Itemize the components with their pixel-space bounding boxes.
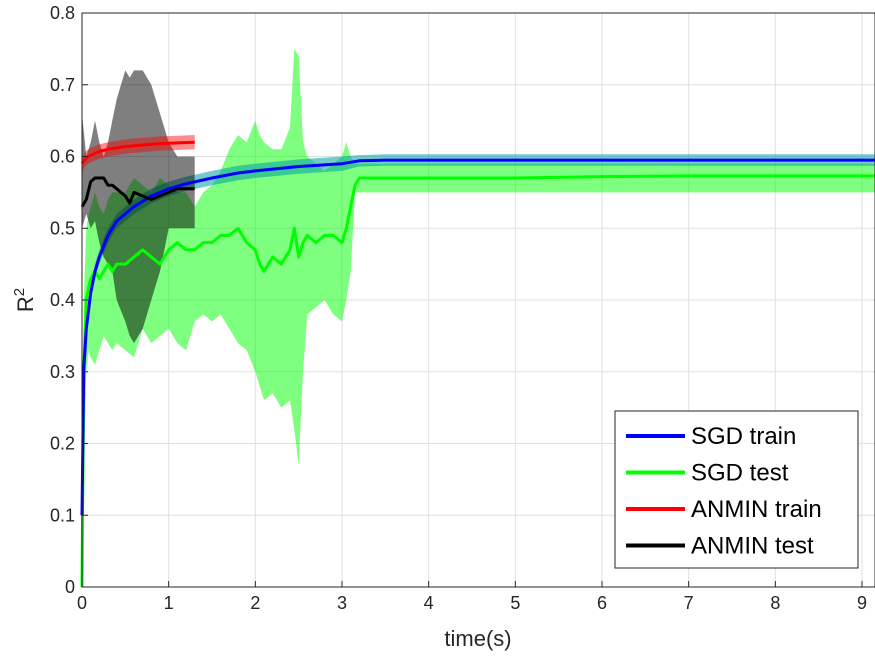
- axes: [81, 12, 875, 588]
- x-tick-label: 0: [77, 593, 87, 613]
- y-tick-label: 0.1: [50, 505, 75, 525]
- legend-label-sgd-train: SGD train: [691, 423, 796, 450]
- y-tick-label: 0.8: [50, 3, 75, 23]
- y-tick-label: 0.7: [50, 75, 75, 95]
- sgd-test-line: [80, 174, 875, 588]
- x-tick-label: 8: [770, 593, 780, 613]
- x-tick-label: 5: [510, 593, 520, 613]
- y-axis-label: R2: [11, 288, 38, 312]
- y-axis-label-superscript: 2: [11, 288, 28, 296]
- anmin-train-line: [80, 140, 195, 165]
- x-tick-label: 6: [597, 593, 607, 613]
- legend-label-sgd-test: SGD test: [691, 460, 789, 487]
- legend: SGD train SGD test ANMIN train ANMIN test: [614, 410, 859, 569]
- series-lines: [80, 140, 875, 588]
- sgd-train-line: [80, 158, 875, 516]
- legend-label-anmin-train: ANMIN train: [691, 496, 822, 523]
- x-tick-label: 7: [684, 593, 694, 613]
- x-tick-label: 1: [164, 593, 174, 613]
- y-tick-label: 0.5: [50, 218, 75, 238]
- y-tick-labels: 0 0.1 0.2 0.3 0.4 0.5 0.6 0.7 0.8: [50, 3, 75, 597]
- x-tick-label: 4: [424, 593, 434, 613]
- anmin-test-band: [82, 70, 195, 344]
- y-tick-label: 0.4: [50, 290, 75, 310]
- x-axis-label: time(s): [444, 626, 511, 651]
- legend-label-anmin-test: ANMIN test: [691, 533, 814, 560]
- sgd-test-band: [82, 48, 875, 587]
- y-tick-label: 0.6: [50, 147, 75, 167]
- y-tick-label: 0.3: [50, 362, 75, 382]
- x-tick-label: 9: [857, 593, 867, 613]
- x-tick-label: 3: [337, 593, 347, 613]
- anmin-test-line: [80, 176, 195, 208]
- y-tick-label: 0: [65, 577, 75, 597]
- x-tick-label: 2: [250, 593, 260, 613]
- y-tick-label: 0.2: [50, 434, 75, 454]
- x-tick-labels: 0 1 2 3 4 5 6 7 8 9: [77, 593, 867, 613]
- y-axis-label-base: R: [13, 296, 38, 312]
